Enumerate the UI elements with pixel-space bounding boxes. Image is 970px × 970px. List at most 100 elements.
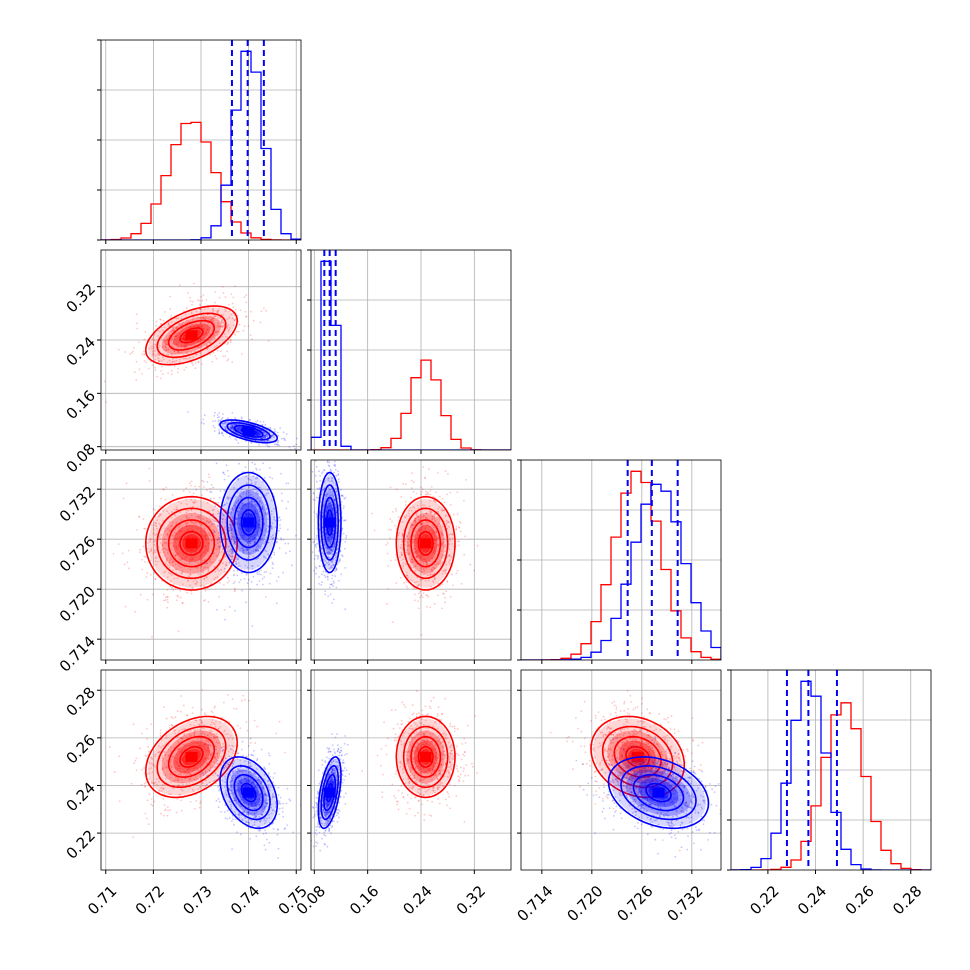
scatter-point	[231, 425, 234, 428]
scatter-point	[233, 587, 236, 590]
scatter-point	[241, 534, 244, 537]
scatter-point	[205, 772, 207, 774]
scatter-point	[174, 563, 177, 566]
scatter-point	[404, 483, 407, 486]
scatter-point	[422, 514, 425, 517]
scatter-point	[164, 809, 166, 812]
scatter-point	[159, 319, 162, 321]
scatter-point	[156, 519, 159, 521]
scatter-point	[405, 585, 408, 587]
scatter-point	[150, 345, 153, 348]
scatter-point	[342, 507, 345, 510]
scatter-point	[159, 812, 162, 815]
scatter-point	[138, 368, 141, 371]
scatter-point	[199, 323, 202, 326]
scatter-point	[207, 734, 209, 736]
scatter-point	[220, 321, 223, 323]
scatter-point	[231, 550, 234, 553]
scatter-point	[252, 535, 255, 538]
scatter-point	[223, 478, 226, 481]
scatter-point	[230, 535, 233, 537]
scatter-point	[225, 521, 227, 524]
scatter-point	[199, 800, 202, 803]
contour-line	[233, 424, 264, 438]
scatter-point	[146, 755, 148, 757]
scatter-point	[337, 504, 340, 507]
scatter-point	[332, 453, 334, 455]
scatter-point	[245, 315, 248, 318]
scatter-point	[189, 573, 192, 576]
scatter-point	[154, 578, 157, 580]
scatter-point	[422, 558, 425, 560]
scatter-point	[209, 337, 212, 339]
scatter-point	[235, 439, 238, 441]
scatter-point	[336, 552, 339, 554]
scatter-point	[230, 514, 232, 516]
scatter-point	[218, 547, 221, 549]
scatter-point	[431, 530, 434, 532]
scatter-point	[226, 496, 229, 498]
scatter-point	[196, 325, 199, 328]
scatter-point	[245, 482, 248, 484]
scatter-point	[145, 576, 148, 578]
scatter-point	[187, 327, 190, 330]
scatter-point	[167, 564, 169, 566]
scatter-point	[176, 538, 178, 541]
scatter-point	[144, 556, 147, 558]
scatter-point	[421, 523, 423, 525]
scatter-point	[164, 345, 167, 348]
scatter-point	[208, 341, 211, 344]
scatter-point	[238, 581, 241, 584]
scatter-point	[234, 540, 237, 543]
scatter-point	[160, 377, 162, 380]
scatter-point	[425, 520, 428, 523]
scatter-point	[316, 487, 319, 490]
scatter-point	[152, 352, 154, 355]
scatter-point	[180, 347, 183, 349]
scatter-point	[424, 559, 427, 561]
scatter-point	[414, 517, 416, 520]
scatter-point	[433, 517, 436, 520]
scatter-point	[202, 727, 205, 730]
scatter-point	[431, 558, 434, 560]
scatter-point	[170, 558, 173, 561]
scatter-point	[204, 533, 207, 536]
scatter-point	[164, 808, 167, 811]
scatter-point	[161, 783, 164, 786]
scatter-point	[323, 469, 326, 471]
scatter-point	[259, 527, 262, 530]
scatter-point	[168, 724, 171, 727]
scatter-point	[315, 496, 318, 499]
scatter-point	[194, 741, 197, 744]
scatter-point	[201, 325, 204, 327]
scatter-point	[271, 561, 274, 564]
scatter-point	[188, 778, 191, 781]
scatter-point	[178, 361, 181, 363]
scatter-point	[335, 474, 338, 477]
scatter-point	[315, 567, 318, 570]
scatter-point	[328, 542, 331, 545]
scatter-point	[123, 563, 126, 566]
scatter-point	[249, 419, 252, 421]
scatter-point	[284, 751, 286, 754]
scatter-point	[245, 721, 248, 723]
scatter-point	[235, 560, 237, 563]
scatter-point	[240, 568, 243, 570]
scatter-point	[232, 427, 235, 430]
scatter-point	[229, 527, 232, 529]
panel-plot-area	[521, 460, 721, 660]
scatter-point	[221, 425, 224, 428]
scatter-point	[146, 598, 149, 601]
scatter-point	[416, 537, 419, 540]
scatter-point	[232, 517, 235, 519]
scatter-point	[158, 514, 161, 517]
scatter-point	[325, 532, 328, 535]
scatter-point	[249, 334, 252, 337]
panel-2-2	[517, 459, 722, 664]
scatter-point	[419, 557, 421, 559]
scatter-point	[240, 534, 242, 537]
scatter-point	[327, 540, 330, 543]
scatter-point	[334, 463, 336, 466]
scatter-point	[245, 301, 248, 303]
scatter-point	[207, 757, 210, 760]
